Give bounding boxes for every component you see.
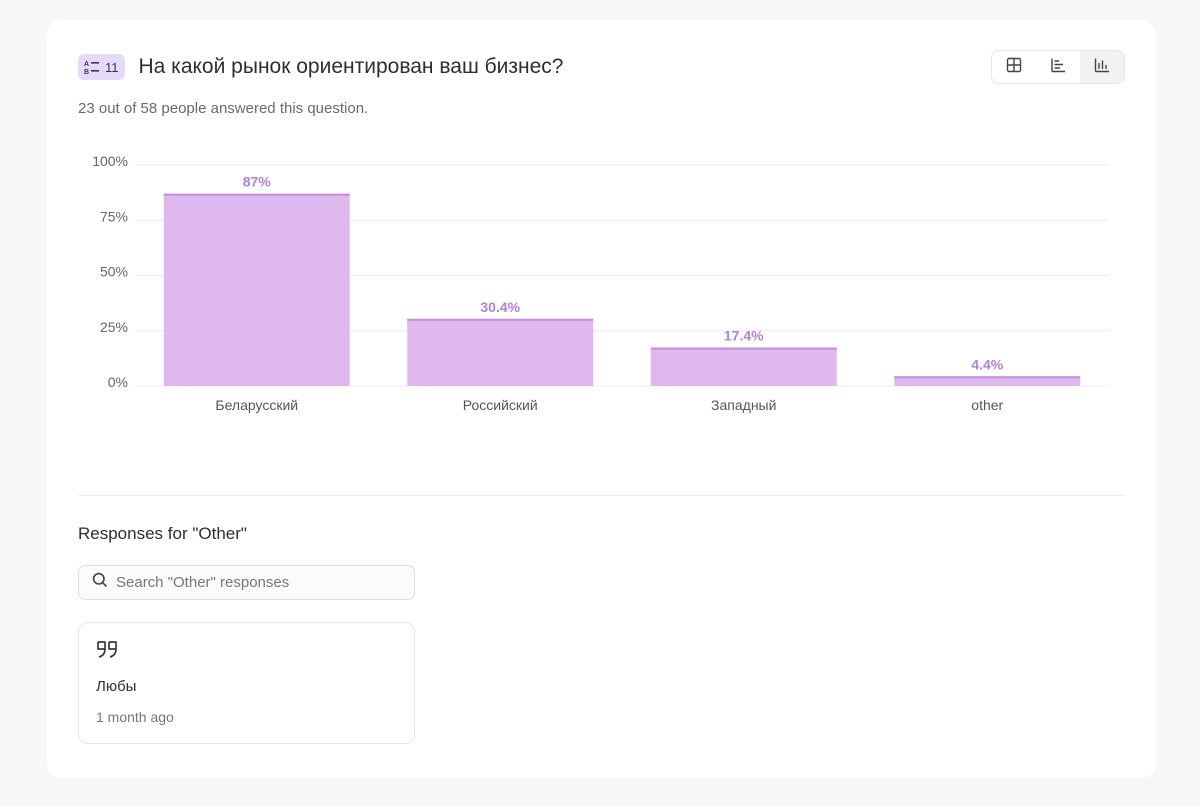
y-tick-label: 75% <box>100 208 128 224</box>
data-label: 4.4% <box>971 356 1003 372</box>
y-tick-label: 100% <box>92 153 128 169</box>
search-icon <box>92 572 108 593</box>
bar <box>650 347 837 386</box>
view-toggle <box>991 50 1125 84</box>
bar-chart: 0% 25% 50% 75% 100% 87% Беларусский 30.4% Россий… <box>92 153 1109 413</box>
question-card: A B 11 На какой рынок ориентирован ваш б… <box>47 20 1156 778</box>
data-label: 87% <box>243 174 272 190</box>
question-number-badge: A B 11 <box>78 54 125 80</box>
response-card: Любы 1 month ago <box>78 622 415 744</box>
multiple-choice-icon: A B <box>84 59 100 75</box>
y-tick-label: 25% <box>100 319 128 335</box>
horizontal-bar-view-button[interactable] <box>1036 51 1080 83</box>
bar-top-edge <box>407 318 594 321</box>
y-tick-label: 50% <box>100 264 128 280</box>
svg-text:B: B <box>84 69 89 75</box>
bar <box>407 318 594 386</box>
vertical-bar-icon <box>1094 57 1110 78</box>
data-label: 17.4% <box>724 328 764 344</box>
section-divider <box>78 495 1125 496</box>
other-responses-title: Responses for "Other" <box>78 524 247 543</box>
search-input[interactable] <box>116 574 406 591</box>
x-tick-label: Западный <box>711 397 776 413</box>
vertical-bar-view-button[interactable] <box>1080 51 1124 83</box>
svg-text:A: A <box>84 61 89 68</box>
question-header: A B 11 На какой рынок ориентирован ваш б… <box>78 50 1125 84</box>
bar <box>894 376 1081 386</box>
bar <box>163 193 350 386</box>
table-view-button[interactable] <box>992 51 1036 83</box>
response-text: Любы <box>96 678 137 695</box>
x-tick-label: other <box>971 397 1003 413</box>
horizontal-bar-icon <box>1050 57 1066 78</box>
y-tick-label: 0% <box>108 374 128 390</box>
quote-icon <box>96 641 120 663</box>
response-timestamp: 1 month ago <box>96 709 174 725</box>
other-responses-search <box>78 565 415 600</box>
question-number: 11 <box>105 59 119 75</box>
x-tick-label: Беларусский <box>215 397 298 413</box>
bar-top-edge <box>650 347 837 350</box>
answered-count-text: 23 out of 58 people answered this questi… <box>78 100 369 117</box>
x-tick-label: Российский <box>463 397 538 413</box>
table-icon <box>1006 57 1022 78</box>
data-label: 30.4% <box>480 299 520 315</box>
bar-top-edge <box>163 193 350 196</box>
bar-top-edge <box>894 376 1081 379</box>
question-title: На какой рынок ориентирован ваш бизнес? <box>138 55 564 78</box>
